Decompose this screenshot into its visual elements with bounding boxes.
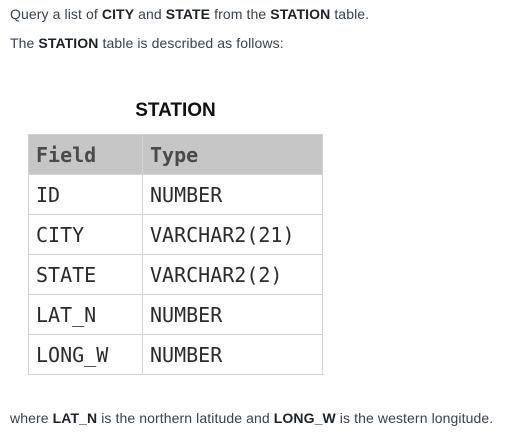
table-row: CITY VARCHAR2(21) [28, 214, 323, 255]
table-header-row: Field Type [28, 134, 323, 175]
description-text: The [10, 35, 39, 51]
field-cell: ID [28, 174, 143, 215]
type-cell: NUMBER [142, 174, 323, 215]
keyword-station: STATION [38, 35, 99, 51]
statement-text: table. [330, 6, 370, 22]
type-cell: VARCHAR2(2) [142, 254, 323, 295]
keyword-city: CITY [101, 6, 135, 22]
table-description: The STATION table is described as follow… [10, 35, 284, 51]
keyword-long-w: LONG_W [273, 410, 336, 426]
statement-text: from the [210, 6, 271, 22]
type-cell: NUMBER [142, 294, 323, 335]
statement-text: Query a list of [10, 6, 102, 22]
problem-statement: Query a list of CITY and STATE from the … [10, 6, 369, 22]
table-row: STATE VARCHAR2(2) [28, 254, 323, 295]
field-cell: LAT_N [28, 294, 143, 335]
keyword-state: STATE [165, 6, 211, 22]
type-cell: VARCHAR2(21) [142, 214, 323, 255]
keyword-station: STATION [270, 6, 331, 22]
field-cell: CITY [28, 214, 143, 255]
field-cell: STATE [28, 254, 143, 295]
station-schema-table: Field Type ID NUMBER CITY VARCHAR2(21) S… [28, 134, 323, 375]
table-row: LONG_W NUMBER [28, 334, 323, 375]
header-type: Type [142, 134, 323, 175]
footer-text: is the northern latitude and [97, 410, 274, 426]
table-row: LAT_N NUMBER [28, 294, 323, 335]
table-row: ID NUMBER [28, 174, 323, 215]
description-text: table is described as follows: [98, 35, 284, 51]
field-cell: LONG_W [28, 334, 143, 375]
keyword-lat-n: LAT_N [52, 410, 98, 426]
table-title: STATION [135, 100, 216, 121]
footer-text: where [10, 410, 53, 426]
footer-note: where LAT_N is the northern latitude and… [10, 410, 493, 426]
type-cell: NUMBER [142, 334, 323, 375]
statement-text: and [134, 6, 166, 22]
footer-text: is the western longitude. [335, 410, 494, 426]
header-field: Field [28, 134, 143, 175]
